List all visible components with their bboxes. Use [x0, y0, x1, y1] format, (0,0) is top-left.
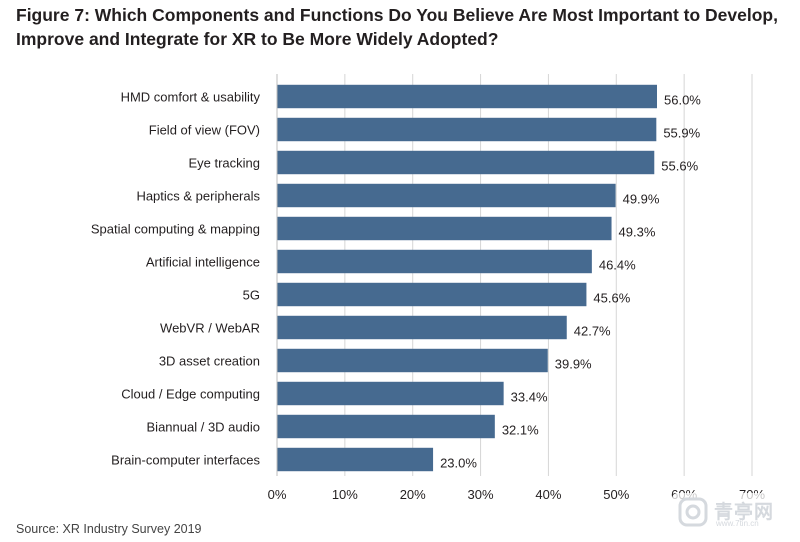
category-label: Spatial computing & mapping	[91, 222, 260, 237]
chart-title: Figure 7: Which Components and Functions…	[16, 5, 778, 49]
data-label: 56.0%	[664, 93, 701, 108]
data-label: 49.3%	[619, 225, 656, 240]
data-label: 46.4%	[599, 258, 636, 273]
category-label: Haptics & peripherals	[136, 189, 260, 204]
source-note: Source: XR Industry Survey 2019	[16, 522, 202, 536]
x-tick-label: 20%	[400, 487, 426, 502]
category-label: Artificial intelligence	[146, 255, 260, 270]
category-label: Brain-computer interfaces	[111, 453, 260, 468]
category-label: Biannual / 3D audio	[147, 420, 260, 435]
category-label: 3D asset creation	[159, 354, 260, 369]
bar	[277, 348, 548, 373]
bar	[277, 117, 657, 142]
category-label: Field of view (FOV)	[149, 123, 260, 138]
data-label: 33.4%	[511, 390, 548, 405]
data-label: 49.9%	[623, 192, 660, 207]
watermark-logo-icon	[678, 497, 708, 527]
bar	[277, 150, 655, 175]
bar	[277, 414, 495, 439]
bar	[277, 447, 434, 472]
watermark: 青亭网 www.7tin.cn	[672, 493, 794, 533]
bar	[277, 315, 567, 340]
x-tick-label: 30%	[468, 487, 494, 502]
data-label: 42.7%	[574, 324, 611, 339]
data-label: 32.1%	[502, 423, 539, 438]
data-label: 45.6%	[593, 291, 630, 306]
bar	[277, 282, 587, 307]
x-tick-label: 40%	[535, 487, 561, 502]
bar	[277, 84, 657, 109]
data-label: 39.9%	[555, 357, 592, 372]
bar	[277, 249, 592, 274]
data-label: 23.0%	[440, 456, 477, 471]
category-label: Cloud / Edge computing	[121, 387, 260, 402]
x-tick-label: 0%	[268, 487, 287, 502]
x-tick-label: 50%	[603, 487, 629, 502]
watermark-url: www.7tin.cn	[716, 519, 759, 528]
x-tick-label: 10%	[332, 487, 358, 502]
watermark-text: 青亭网	[714, 502, 775, 523]
bar	[277, 183, 616, 208]
bar	[277, 216, 612, 241]
data-label: 55.6%	[661, 159, 698, 174]
data-label: 55.9%	[663, 126, 700, 141]
category-label: Eye tracking	[188, 156, 260, 171]
category-label: 5G	[243, 288, 260, 303]
bar	[277, 381, 504, 406]
category-label: WebVR / WebAR	[160, 321, 260, 336]
category-label: HMD comfort & usability	[121, 90, 261, 105]
